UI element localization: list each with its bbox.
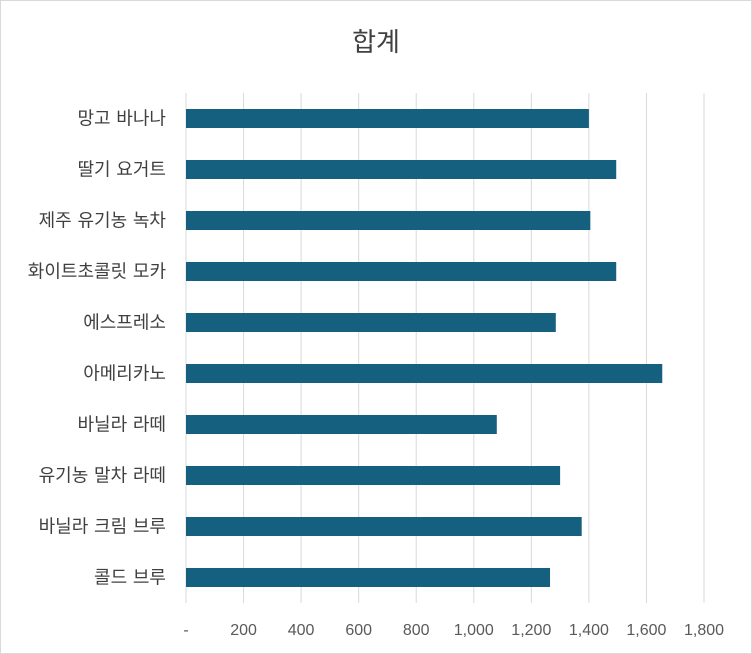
bar [186, 313, 556, 332]
bar [186, 109, 589, 128]
x-tick-label: 400 [288, 622, 315, 639]
x-tick-label: 600 [345, 622, 372, 639]
x-tick-label: 1,200 [511, 622, 551, 639]
x-tick-labels: - 200 400 600 800 1,000 1,200 1,400 1,600 1,800 [183, 622, 724, 639]
x-tick-label: 1,000 [454, 622, 494, 639]
x-tick-label: 200 [230, 622, 257, 639]
category-label: 딸기 요거트 [77, 160, 166, 181]
category-label: 바닐라 라떼 [77, 415, 166, 436]
category-label: 에스프레소 [83, 313, 166, 334]
x-tick-label: - [183, 622, 188, 639]
bar [186, 160, 617, 179]
category-label: 망고 바나나 [77, 109, 166, 130]
bar [186, 517, 582, 536]
bar [186, 211, 591, 230]
bar [186, 262, 617, 281]
category-label: 아메리카노 [83, 364, 166, 385]
x-tick-label: 1,600 [626, 622, 666, 639]
category-label: 콜드 브루 [94, 568, 166, 589]
x-tick-label: 1,800 [684, 622, 724, 639]
bar [186, 568, 551, 587]
x-tick-label: 800 [403, 622, 430, 639]
category-label: 화이트초콜릿 모카 [28, 262, 166, 283]
bar [186, 466, 561, 485]
category-label: 제주 유기농 녹차 [39, 211, 167, 232]
category-label: 바닐라 크림 브루 [39, 517, 166, 538]
x-tick-label: 1,400 [569, 622, 609, 639]
chart-title: 합계 [352, 28, 400, 58]
category-label: 유기농 말차 라떼 [39, 466, 166, 487]
bar [186, 415, 497, 434]
bars [186, 109, 663, 587]
bar [186, 364, 663, 383]
